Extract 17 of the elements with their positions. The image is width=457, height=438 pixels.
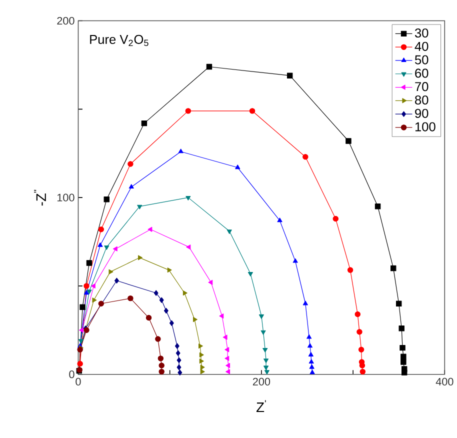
- legend-label: 90: [415, 108, 428, 118]
- legend-label: 80: [415, 96, 428, 105]
- annotation: Pure V$_{2}$O$_{5}$: [90, 35, 148, 46]
- x-tick-label: 400: [436, 378, 454, 386]
- y-tick-label: 200: [57, 17, 74, 25]
- y-axis-title: -Z$^{''}$: [34, 190, 46, 206]
- legend-label: 50: [414, 55, 428, 64]
- legend-label: 40: [414, 42, 428, 52]
- y-tick-label: 100: [57, 194, 74, 202]
- legend-label: 30: [414, 28, 428, 38]
- legend-label: 70: [415, 82, 428, 92]
- y-tick-label: 0: [69, 370, 74, 378]
- x-tick-label: 0: [76, 378, 81, 386]
- x-tick-label: 200: [252, 378, 270, 386]
- legend-label: 60: [415, 68, 428, 78]
- x-axis-title: Z$^{'}$: [256, 400, 266, 412]
- legend-label: 100: [415, 122, 436, 132]
